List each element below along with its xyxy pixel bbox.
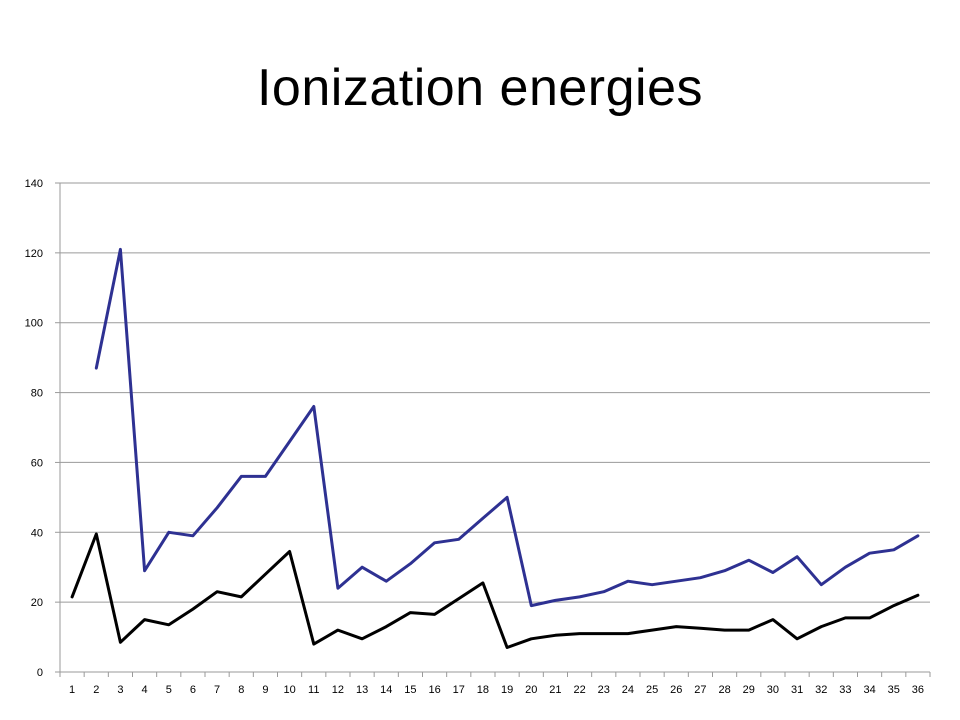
x-tick-label: 20 [525,684,537,696]
x-tick-label: 26 [670,684,682,696]
series-line-1 [94,247,920,608]
x-tick-label: 14 [380,684,392,696]
x-tick-label: 1 [69,684,75,696]
y-tick-label: 0 [37,667,43,679]
y-tick-label: 120 [25,248,43,260]
x-tick-label: 9 [262,684,268,696]
x-tick-label: 28 [718,684,730,696]
x-tick-label: 17 [453,684,465,696]
x-tick-label: 29 [743,684,755,696]
x-tick-label: 13 [356,684,368,696]
x-tick-label: 21 [549,684,561,696]
x-tick-label: 25 [646,684,658,696]
x-tick-label: 18 [477,684,489,696]
x-tick-label: 3 [117,684,123,696]
y-tick-label: 60 [31,457,43,469]
x-tick-label: 22 [573,684,585,696]
x-tick-label: 32 [815,684,827,696]
x-tick-label: 12 [332,684,344,696]
x-tick-label: 10 [283,684,295,696]
x-tick-label: 19 [501,684,513,696]
y-tick-label: 140 [25,178,43,190]
x-tick-label: 27 [694,684,706,696]
x-tick-label: 36 [912,684,924,696]
x-tick-label: 23 [598,684,610,696]
x-tick-label: 8 [238,684,244,696]
chart-title: Ionization energies [256,59,703,117]
x-tick-label: 4 [142,684,148,696]
x-tick-label: 7 [214,684,220,696]
x-tick-label: 34 [863,684,875,696]
y-tick-label: 100 [25,318,43,330]
x-tick-label: 11 [308,684,319,696]
series-line-2 [70,532,920,649]
x-tick-label: 35 [888,684,900,696]
x-tick-label: 5 [166,684,172,696]
y-tick-label: 80 [31,388,43,400]
x-tick-label: 16 [428,684,440,696]
x-tick-label: 24 [622,684,634,696]
x-tick-label: 33 [839,684,851,696]
x-tick-label: 31 [791,684,803,696]
x-tick-label: 15 [404,684,416,696]
y-tick-label: 40 [31,527,43,539]
x-tick-label: 2 [93,684,99,696]
x-tick-label: 30 [767,684,779,696]
x-tick-label: 6 [190,684,196,696]
y-tick-label: 20 [31,597,43,609]
